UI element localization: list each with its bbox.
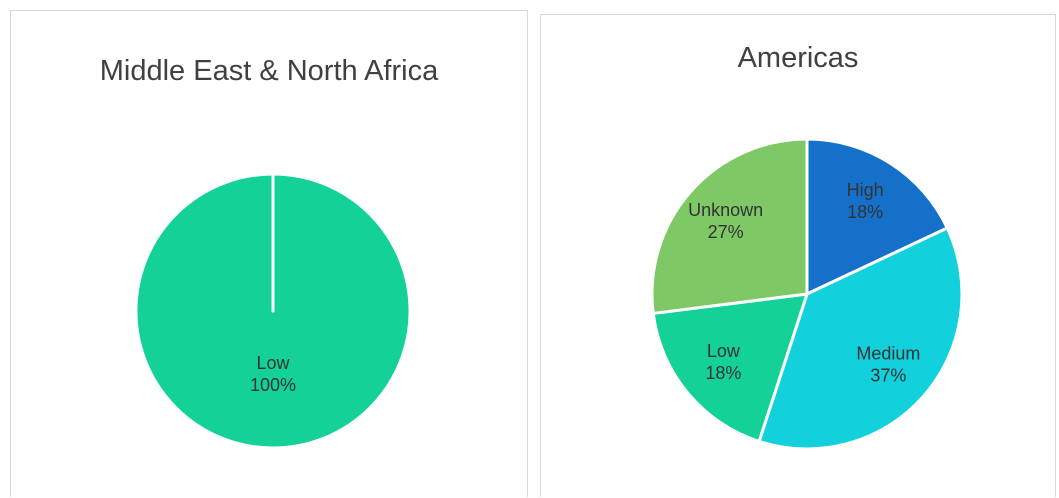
slice-label: Medium xyxy=(856,344,920,364)
pie-slice xyxy=(650,137,809,315)
pie-slice xyxy=(805,137,949,296)
slice-label: Unknown xyxy=(688,200,763,220)
chart-title: Americas xyxy=(737,42,859,74)
pie-slice xyxy=(134,172,412,450)
value-label: 100% xyxy=(250,375,296,395)
slice-label: Low xyxy=(256,353,290,373)
value-label: 37% xyxy=(870,366,906,386)
value-label: 18% xyxy=(705,363,741,383)
value-label: 27% xyxy=(708,222,744,242)
slice-label: High xyxy=(847,180,884,200)
chart-panel: Middle East & North Africa Low 100% xyxy=(10,10,528,497)
value-label: 18% xyxy=(847,202,883,222)
chart-panel: Americas High 18% Medium 37% Low 18% Unknown 27… xyxy=(540,14,1056,497)
chart-title: Middle East & North Africa xyxy=(99,55,439,87)
pie-slice xyxy=(757,226,964,451)
pie-slice xyxy=(651,292,809,443)
slice-label: Low xyxy=(707,341,741,361)
